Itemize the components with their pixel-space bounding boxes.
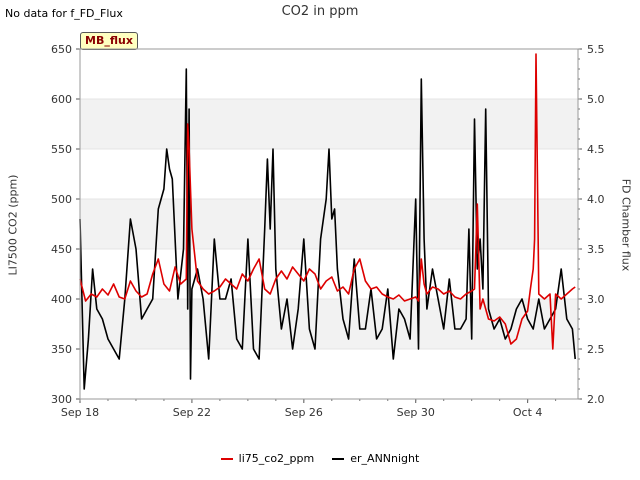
y2-tick-label: 5.0	[587, 93, 605, 106]
legend-swatch-li75	[220, 457, 233, 460]
y-tick-label: 450	[51, 243, 72, 256]
y-tick-label: 650	[51, 43, 72, 56]
legend-label-li75: li75_co2_ppm	[238, 452, 315, 465]
series-line-li75-co2-ppm	[79, 53, 576, 350]
legend-item-er-annnight: er_ANNnight	[332, 452, 419, 465]
no-data-note: No data for f_FD_Flux	[5, 7, 123, 20]
x-axis-ticks: Sep 18 Sep 22 Sep 26 Sep 30 Oct 4	[61, 399, 557, 419]
y2-axis-ticks: 2.0 2.5 3.0 3.5 4.0 4.5 5.0 5.5	[578, 43, 605, 406]
y-tick-label: 300	[51, 393, 72, 406]
legend-label-er-annnight: er_ANNnight	[350, 452, 420, 465]
grid-bands	[80, 48, 578, 400]
x-tick-label: Sep 30	[397, 406, 435, 419]
y-tick-label: 600	[51, 93, 72, 106]
y-tick-label: 350	[51, 343, 72, 356]
x-tick-label: Sep 18	[61, 406, 99, 419]
y2-tick-label: 2.5	[587, 343, 605, 356]
x-tick-label: Sep 22	[173, 406, 211, 419]
y2-tick-label: 3.5	[587, 243, 605, 256]
y-tick-label: 400	[51, 293, 72, 306]
grid-band	[80, 99, 578, 149]
x-tick-label: Oct 4	[513, 406, 543, 419]
legend-swatch-er-annnight	[332, 457, 345, 460]
y-tick-label: 550	[51, 143, 72, 156]
x-tick-label: Sep 26	[285, 406, 323, 419]
y-axis-ticks: 300 350 400 450 500 550 600 650	[51, 43, 80, 406]
series-line-er-annnight	[79, 68, 576, 390]
series-lines	[79, 53, 576, 390]
y2-tick-label: 4.5	[587, 143, 605, 156]
y2-tick-label: 5.5	[587, 43, 605, 56]
grid-band	[80, 199, 578, 249]
mb-flux-badge: MB_flux	[80, 32, 138, 50]
y2-tick-label: 3.0	[587, 293, 605, 306]
legend: li75_co2_ppm er_ANNnight	[0, 452, 640, 465]
plot-frame	[79, 48, 579, 400]
plot-border	[79, 48, 579, 400]
chart-title: CO2 in ppm	[281, 4, 359, 19]
y2-tick-label: 4.0	[587, 193, 605, 206]
y2-tick-label: 2.0	[587, 393, 605, 406]
legend-item-li75: li75_co2_ppm	[220, 452, 315, 465]
y-tick-label: 500	[51, 193, 72, 206]
grid-band	[80, 299, 578, 349]
